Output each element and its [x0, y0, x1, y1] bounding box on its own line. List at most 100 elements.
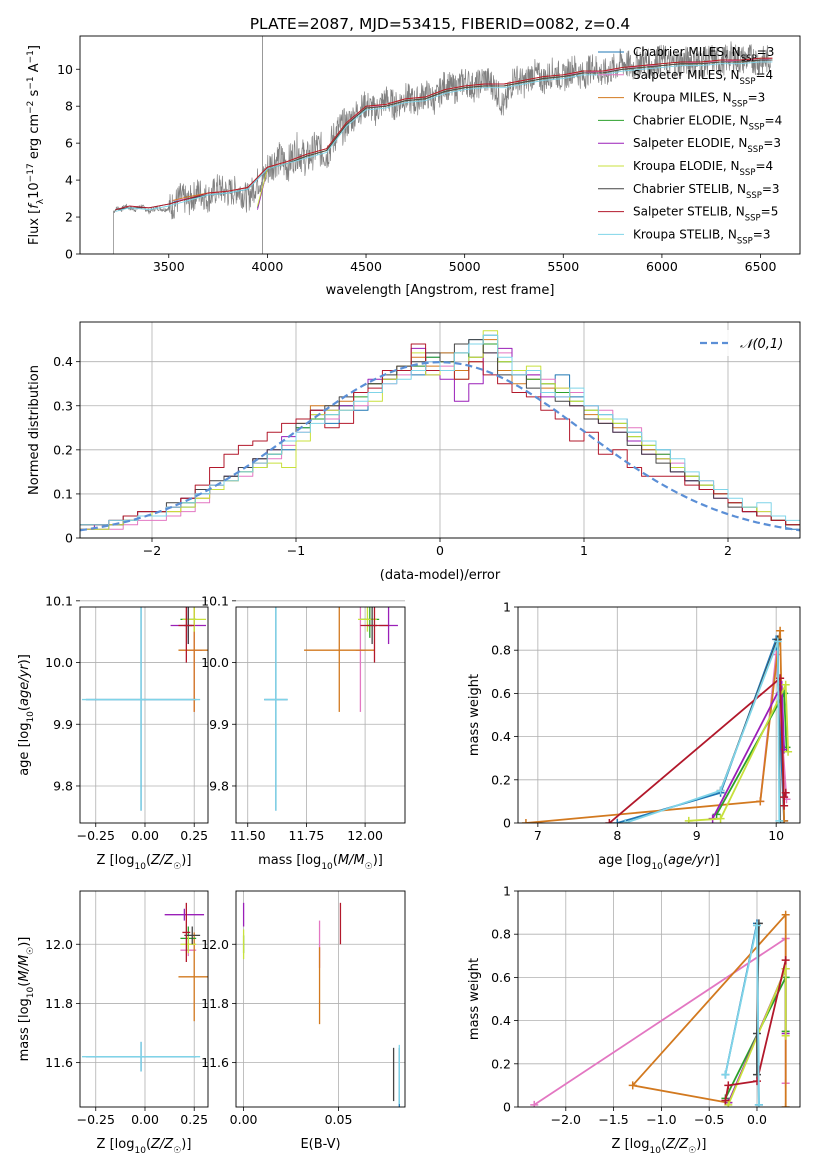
y-tick-label: 0.6 — [491, 970, 511, 985]
weight-line — [533, 937, 787, 1106]
panel-1: 3500 4000 4500 5000 5500 6000 6500 0 2 4 6 8 10 PLATE… — [26, 15, 801, 298]
x-tick-label: 2 — [724, 543, 732, 558]
error-bar — [178, 932, 208, 1022]
y-tick-label: 9.8 — [209, 778, 229, 793]
panel-5: 7 8 9 10 0 0.2 0.4 0.6 0.8 1 age [log10(age/yr)] ma… — [467, 600, 801, 872]
y-tick-label: 0.3 — [53, 398, 73, 413]
y-tick-label: 0 — [65, 531, 73, 546]
y-axis-label: Flux [fλ10−17 erg cm−2 s−1 A−1] — [26, 45, 46, 245]
axes-frame — [79, 890, 209, 1108]
normal-reference-curve — [80, 361, 800, 532]
y-tick-label: 0.6 — [491, 686, 511, 701]
weight-point — [776, 626, 785, 635]
y-tick-label: 0.2 — [53, 442, 73, 457]
error-bar — [264, 607, 288, 811]
legend-entry: Kroupa ELODIE, NSSP=4 — [633, 159, 773, 178]
weight-point — [724, 1081, 733, 1090]
x-tick-label: 8 — [613, 828, 621, 843]
weight-point — [530, 1100, 539, 1107]
weight-line — [719, 638, 781, 823]
y-tick-label: 0.4 — [491, 1013, 511, 1028]
weight-point — [721, 1096, 730, 1105]
x-tick-label: −1.5 — [598, 1112, 628, 1127]
weight-point — [721, 1070, 730, 1079]
weight-point — [773, 637, 782, 646]
y-tick-label: 0.2 — [491, 1056, 511, 1071]
weight-point — [628, 1081, 637, 1090]
y-tick-label: 11.8 — [45, 996, 73, 1011]
y-tick-label: 0 — [503, 1100, 511, 1115]
weight-line — [724, 959, 787, 1101]
x-axis-label: Z [log10(Z/Z☉)] — [97, 853, 192, 872]
x-tick-label: 7 — [534, 828, 542, 843]
x-tick-label: −0.5 — [694, 1112, 724, 1127]
y-axis-label: Normed distribution — [27, 365, 42, 495]
y-tick-label: 4 — [65, 173, 73, 188]
y-tick-label: 9.9 — [209, 717, 229, 732]
y-tick-label: 0.8 — [491, 927, 511, 942]
grid — [80, 891, 208, 1107]
grid — [80, 600, 208, 823]
error-bar — [164, 908, 205, 921]
x-tick-label: 0.00 — [131, 1112, 159, 1127]
x-tick-label: 1 — [580, 543, 588, 558]
weight-point — [724, 1100, 733, 1107]
error-bar — [182, 902, 191, 963]
weight-point — [752, 1029, 761, 1038]
weight-point — [780, 801, 789, 810]
panel-6: −0.25 0.00 0.25 11.6 11.8 12.0 Z [log10(Z/Z☉)]… — [17, 890, 209, 1156]
weight-point — [781, 788, 790, 797]
error-bar — [358, 607, 377, 632]
y-tick-label: 6 — [65, 136, 73, 151]
error-bar — [184, 926, 201, 945]
legend-entry: Salpeter STELIB, NSSP=5 — [633, 205, 778, 224]
y-axis-label: age [log10(age/yr)] — [17, 654, 36, 776]
chart-title: PLATE=2087, MJD=53415, FIBERID=0082, z=0… — [250, 15, 631, 33]
legend: 𝒩(0,1) — [692, 330, 794, 356]
x-tick-label: 0.25 — [180, 828, 208, 843]
y-tick-label: 0 — [503, 816, 511, 831]
legend: Chabrier MILES, NSSP=3 Salpeter MILES, NS… — [598, 45, 782, 246]
x-tick-label: 0.0 — [747, 1112, 767, 1127]
y-tick-label: 0.4 — [53, 354, 73, 369]
x-tick-label: 0.00 — [230, 1112, 258, 1127]
y-tick-label: 10.1 — [201, 593, 229, 608]
weight-point — [716, 786, 725, 795]
weight-point — [521, 819, 530, 823]
weight-point — [781, 956, 790, 965]
legend-entry: Kroupa STELIB, NSSP=3 — [633, 227, 771, 246]
y-tick-label: 11.8 — [201, 996, 229, 1011]
x-tick-label: −2 — [143, 543, 161, 558]
legend-entry: Salpeter MILES, NSSP=4 — [633, 68, 773, 87]
weight-point — [716, 814, 725, 823]
x-tick-label: 0.05 — [325, 1112, 353, 1127]
axes-frame — [79, 321, 801, 539]
weight-line — [724, 924, 760, 1105]
x-tick-label: 11.50 — [230, 828, 266, 843]
model-line — [115, 57, 773, 211]
axes-frame — [79, 35, 801, 255]
weight-point — [780, 793, 789, 802]
x-tick-label: −1 — [287, 543, 305, 558]
x-axis-label: wavelength [Angstrom, rest frame] — [326, 283, 555, 298]
x-tick-label: −0.25 — [77, 828, 115, 843]
error-bar — [178, 607, 195, 663]
legend-entry: Salpeter ELODIE, NSSP=3 — [633, 136, 781, 155]
x-axis-label: mass [log10(M/M☉)] — [258, 853, 383, 872]
x-tick-label: 0.25 — [180, 1112, 208, 1127]
error-bar — [360, 607, 389, 663]
y-tick-label: 12.0 — [201, 937, 229, 952]
legend-entry: Chabrier MILES, NSSP=3 — [633, 45, 774, 64]
weight-point — [613, 819, 622, 823]
x-tick-label: 9 — [693, 828, 701, 843]
y-tick-label: 12.0 — [45, 937, 73, 952]
error-bar — [180, 935, 197, 954]
x-tick-label: 3500 — [153, 259, 185, 274]
legend-entry: Chabrier STELIB, NSSP=3 — [633, 182, 780, 201]
panel-3: −0.25 0.00 0.25 9.8 9.9 10.0 10.1 Z [log10(Z/Z☉… — [17, 593, 209, 872]
model-line — [115, 61, 773, 212]
legend-entry: 𝒩(0,1) — [740, 337, 783, 352]
y-tick-label: 10.0 — [201, 655, 229, 670]
weight-point — [781, 910, 790, 919]
x-tick-label: 0 — [436, 543, 444, 558]
